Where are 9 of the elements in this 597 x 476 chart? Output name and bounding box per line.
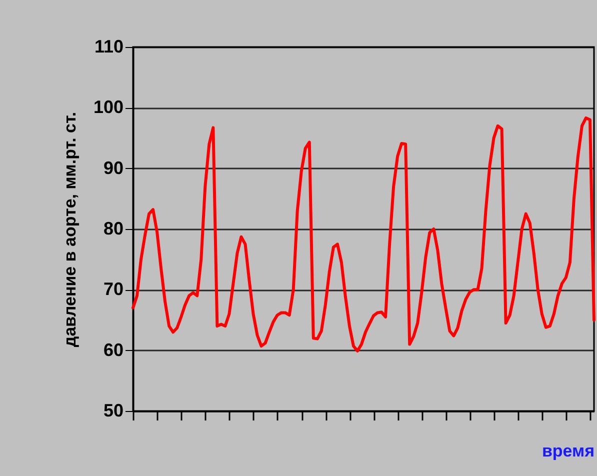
y-tick-label: 70 — [103, 279, 124, 300]
y-tick-label: 60 — [103, 340, 124, 360]
y-tick-label: 100 — [93, 97, 124, 118]
x-axis-title: время — [542, 441, 594, 460]
y-tick-label: 110 — [94, 36, 124, 56]
y-tick-label: 90 — [103, 158, 124, 178]
y-tick-label: 80 — [103, 218, 124, 238]
y-tick-label: 50 — [103, 400, 124, 420]
y-axis-title: давление в аорте, мм.рт. ст. — [60, 112, 80, 348]
